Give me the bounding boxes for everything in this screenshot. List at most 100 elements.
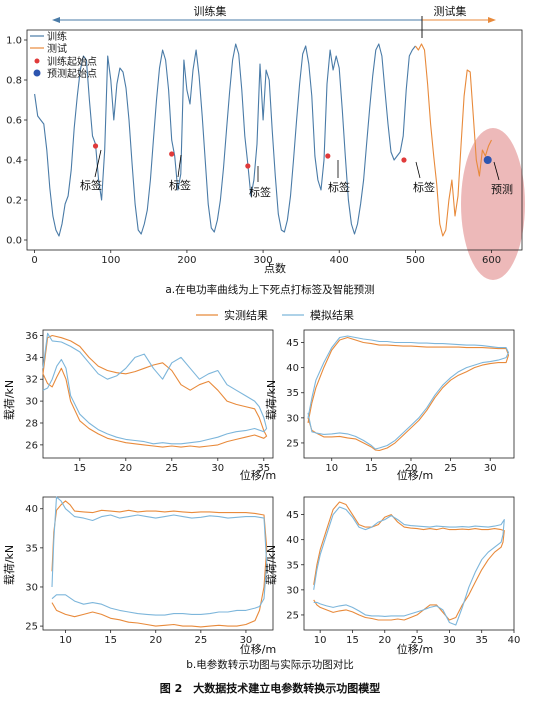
label-arrow-2 [177, 154, 182, 178]
legend-train-start-label: 训练起始点 [47, 55, 97, 68]
ytick-label: 28 [25, 418, 38, 429]
ytick-label: 30 [25, 582, 38, 593]
ytick-label: 30 [25, 397, 38, 408]
label-arrow-5 [415, 161, 421, 179]
train-start-marker [401, 157, 407, 163]
xtick-label: 25 [165, 463, 178, 474]
legend-measured-label: 实测结果 [224, 308, 268, 322]
figure-title: 图 2 大数据技术建立电参数转换示功图模型 [160, 681, 380, 695]
card3-xlabel: 位移/m [240, 642, 276, 656]
test-range-label: 测试集 [434, 4, 467, 18]
card2-axes-frame [303, 329, 515, 459]
legend-test-label: 测试 [47, 42, 67, 55]
power-ticks: 0 100 200 300 400 500 600 0.0 0.2 0.4 0.6 0.8 1.0 [6, 36, 501, 267]
legend-train-label: 训练 [47, 30, 67, 43]
ytick-label: 40 [286, 363, 299, 374]
xtick-label: 10 [314, 635, 327, 646]
label-annotation-3: 标签 [249, 185, 271, 199]
power-axes-frame [26, 29, 523, 251]
series-line-a [42, 334, 268, 448]
power-lines [34, 43, 492, 237]
label-annotation-5: 标签 [413, 180, 435, 194]
label-annotation-1: 标签 [80, 178, 102, 192]
train-start-marker [169, 151, 175, 157]
xtick-label: 20 [149, 635, 162, 646]
xtick-label: 20 [405, 463, 418, 474]
ytick-label: 1.0 [6, 36, 22, 47]
train-arrow-head [52, 17, 60, 23]
xtick-label: 200 [177, 255, 196, 266]
xtick-label: 15 [73, 463, 86, 474]
dynamometer-cards: 15 20 25 30 35 26 28 30 32 34 36 10 15 20 25 30 25 30 35 40… [25, 329, 521, 646]
label-annotation-2: 标签 [169, 178, 191, 192]
xtick-label: 35 [475, 635, 488, 646]
ytick-label: 25 [286, 438, 299, 449]
train-start-marker [325, 153, 331, 159]
xtick-label: 25 [411, 635, 424, 646]
series-line-b [307, 335, 510, 450]
xtick-label: 300 [254, 255, 273, 266]
series-line-b [313, 506, 505, 626]
train-start-marker [92, 143, 99, 149]
power-xlabel: 点数 [264, 262, 286, 275]
xtick-label: 600 [482, 255, 501, 266]
series-line-b [51, 496, 268, 616]
ytick-label: 32 [25, 375, 38, 386]
series-line-a [34, 43, 416, 237]
xtick-label: 35 [257, 463, 270, 474]
power-legend: 训练 测试 训练起始点 预测起始点 [30, 30, 97, 80]
ytick-label: 35 [286, 388, 299, 399]
train-range-label: 训练集 [194, 4, 227, 18]
xtick-label: 20 [119, 463, 132, 474]
caption-b: b.电参数转示功图与实际示功图对比 [186, 658, 354, 671]
card2-xlabel: 位移/m [397, 468, 433, 482]
card3-ylabel: 载荷/kN [3, 545, 16, 585]
xtick-label: 15 [104, 635, 117, 646]
ytick-label: 35 [286, 560, 299, 571]
xtick-label: 25 [194, 635, 207, 646]
xtick-label: 30 [443, 635, 456, 646]
legend-pred-start-swatch [33, 69, 41, 77]
xtick-label: 500 [406, 255, 425, 266]
xtick-label: 100 [101, 255, 120, 266]
card4-axes-frame [303, 496, 515, 631]
card3-axes-frame [42, 496, 274, 631]
xtick-label: 15 [365, 463, 378, 474]
card2-ylabel: 载荷/kN [265, 380, 278, 420]
xtick-label: 0 [31, 255, 37, 266]
ytick-label: 26 [25, 440, 38, 451]
legend-simulated-label: 模拟结果 [310, 308, 354, 322]
card1-axes-frame [42, 329, 274, 459]
ytick-label: 0.8 [6, 76, 22, 87]
xtick-label: 30 [484, 463, 497, 474]
card3-chart: 10 15 20 25 30 25 30 35 40 [25, 496, 274, 646]
power-markers [92, 143, 492, 169]
ytick-label: 35 [25, 543, 38, 554]
legend-train-start-swatch [34, 58, 40, 64]
ytick-label: 0.0 [6, 236, 22, 247]
ytick-label: 30 [286, 413, 299, 424]
ytick-label: 36 [25, 331, 38, 342]
xtick-label: 30 [240, 635, 253, 646]
test-arrow-head [488, 17, 496, 23]
card2-chart: 10 15 20 25 30 25 30 35 40 45 [286, 329, 515, 474]
ytick-label: 45 [286, 510, 299, 521]
xtick-label: 20 [378, 635, 391, 646]
series-line-a [307, 336, 510, 452]
ytick-label: 45 [286, 338, 299, 349]
predict-annotation: 预测 [491, 183, 513, 196]
xtick-label: 30 [211, 463, 224, 474]
series-line-b [42, 332, 268, 445]
xtick-label: 10 [59, 635, 72, 646]
ytick-label: 0.2 [6, 196, 22, 207]
train-start-marker [245, 163, 251, 169]
annotations: 标签 标签 标签 标签 标签 预测 [80, 149, 513, 199]
ytick-label: 30 [286, 585, 299, 596]
legend-pred-start-label: 预测起始点 [47, 67, 97, 80]
xtick-label: 15 [346, 635, 359, 646]
card4-chart: 10 15 20 25 30 35 40 25 30 35 40 45 [286, 496, 521, 646]
xtick-label: 40 [508, 635, 521, 646]
ytick-label: 34 [25, 353, 38, 364]
ytick-label: 40 [25, 504, 38, 515]
